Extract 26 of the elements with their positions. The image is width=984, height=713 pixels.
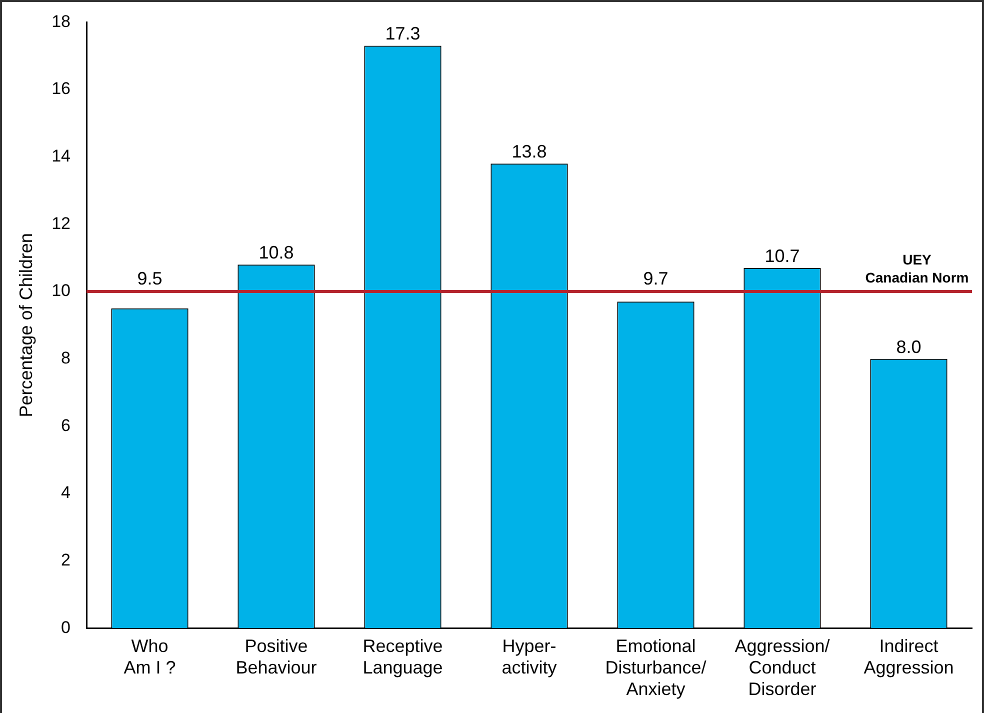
y-tick-label: 2 [61,550,71,570]
y-tick-label: 6 [61,416,71,435]
y-tick-label: 10 [52,281,71,300]
x-tick-label: Receptive Language [362,636,443,678]
x-tick-label: Aggression/ Conduct Disorder [734,636,830,700]
x-tick-label: Emotional Disturbance/ Anxiety [605,636,706,700]
y-axis-title: Percentage of Children [16,233,36,418]
data-label: 9.5 [137,268,162,288]
data-label: 10.7 [764,246,800,266]
y-tick-label: 0 [61,618,71,637]
y-tick-label: 18 [52,12,71,31]
x-tick-label: Hyper- activity [502,636,557,678]
data-label: 10.8 [258,242,294,263]
data-label: 17.3 [385,24,420,44]
data-label: 8.0 [896,336,922,357]
data-label: 9.7 [643,268,668,288]
y-tick-label: 14 [52,146,71,166]
x-tick-label: Positive Behaviour [236,636,317,678]
y-tick-label: 12 [52,214,71,233]
y-tick-label: 16 [52,79,71,98]
data-label: 13.8 [512,142,547,162]
y-tick-label: 4 [61,483,71,502]
y-tick-label: 8 [61,348,71,368]
x-tick-label: Indirect Aggression [864,636,954,678]
ref-line-label: UEY Canadian Norm [865,251,969,286]
x-tick-label: Who Am I ? [124,636,176,678]
